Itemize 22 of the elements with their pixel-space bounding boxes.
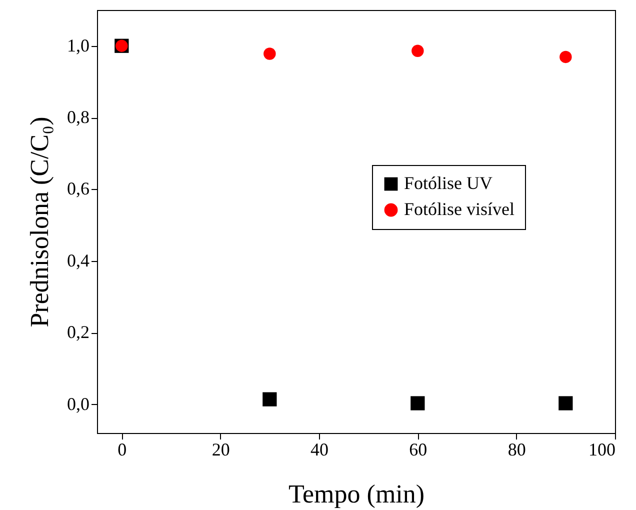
x-tick-label: 40 <box>310 440 328 460</box>
x-tick-label: 0 <box>118 440 127 460</box>
x-tick-label: 100 <box>588 440 616 460</box>
legend-label: Fotólise UV <box>404 173 493 193</box>
point <box>262 392 277 406</box>
y-tick-label: 0,4 <box>67 250 90 270</box>
x-tick-label: 80 <box>508 440 526 460</box>
point <box>410 396 425 410</box>
x-axis-title: Tempo (min) <box>288 480 425 508</box>
legend-label: Fotólise visível <box>404 199 515 219</box>
y-tick-label: 0,0 <box>67 394 90 414</box>
point <box>560 50 572 64</box>
y-tick-label: 1,0 <box>67 35 90 56</box>
point <box>412 44 424 57</box>
y-tick-label: 0,2 <box>67 322 90 342</box>
y-tick-label: 0,6 <box>67 178 90 199</box>
y-axis-title: Prednisolona (C/C₀) <box>25 116 54 328</box>
point <box>264 48 276 60</box>
y-tick-label: 0,8 <box>67 107 90 128</box>
point <box>558 396 573 410</box>
x-tick-label: 60 <box>409 440 428 460</box>
x-tick-label: 20 <box>212 440 230 460</box>
